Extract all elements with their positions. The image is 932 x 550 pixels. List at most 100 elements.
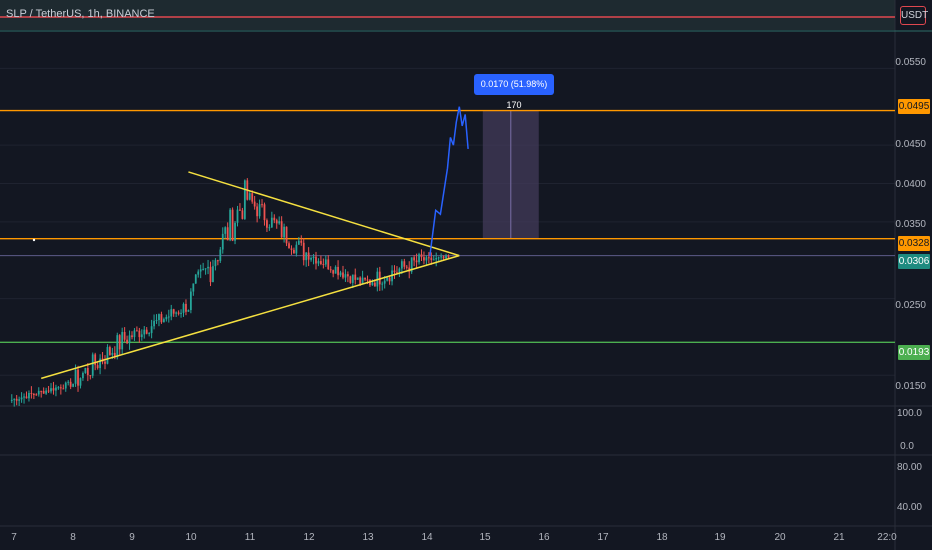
candle [354,274,357,280]
candle [288,243,290,249]
price-tick-0450: 0.0450 [895,139,926,150]
candle [72,383,75,387]
symbol-title: SLP / TetherUS, 1h, BINANCE [6,8,155,20]
candle [440,256,443,258]
candle [91,354,94,376]
candle [405,266,408,268]
candle [199,269,202,272]
candle [37,390,40,395]
candle [413,257,416,261]
candle [194,274,197,284]
candle [418,254,420,263]
time-tick-19: 19 [714,532,726,543]
candle [307,252,310,260]
price-tag-resistance-mid: 0.0328 [898,236,930,251]
candle [403,261,406,267]
candle [145,329,148,334]
candle [258,204,261,217]
candle [229,209,232,241]
candle [28,392,30,399]
candle [231,209,234,241]
candle [138,330,141,338]
candle [192,283,195,292]
candle [113,352,116,358]
candle [349,276,352,283]
candle [79,378,82,386]
time-tick-16: 16 [538,532,550,543]
candle [96,365,99,369]
candle [273,217,276,221]
candle [221,233,224,250]
price-tick-0250: 0.0250 [895,300,926,311]
candle [351,274,354,283]
candle [300,240,303,243]
candle [410,257,413,272]
candle [383,280,386,284]
candle [185,303,187,312]
price-tick-0150: 0.0150 [895,381,926,392]
candle [239,209,241,211]
candle [118,335,121,350]
candle [283,226,286,238]
candle [143,329,146,335]
candle [302,242,305,261]
price-tag-resistance-top: 0.0495 [898,99,930,114]
candle [432,259,435,261]
candle [84,368,87,373]
candle [50,388,52,392]
candle [224,227,227,234]
candle [297,240,300,245]
candle [251,193,254,202]
candle [361,277,364,284]
candle [59,387,62,389]
candle [165,316,168,320]
candle [42,390,45,394]
price-tick-0350: 0.0350 [895,219,926,230]
candle [346,274,349,277]
candle [226,227,229,241]
candle [442,256,445,259]
candle [212,266,214,283]
price-tag-support: 0.0193 [898,345,930,360]
time-tick-9: 9 [129,532,135,543]
candle [57,387,60,389]
candle [162,319,165,323]
header-band [0,0,895,30]
time-tick-8: 8 [70,532,76,543]
candle [158,314,160,321]
candle [256,206,259,217]
candle [396,272,398,274]
candle [435,258,438,260]
time-tick-12: 12 [303,532,315,543]
candle [148,333,151,335]
candle [15,398,18,401]
candle [167,316,170,318]
currency-button[interactable]: USDT [900,6,928,25]
time-tick-15: 15 [479,532,491,543]
candle [189,291,192,311]
candle [445,255,447,259]
candle [20,397,23,400]
candle [77,369,79,386]
candle [177,312,180,314]
candle [13,398,16,400]
candle [30,392,33,395]
candle [305,252,308,261]
candle [268,227,271,229]
candle [23,396,25,398]
candle [175,312,178,314]
candle [207,266,209,269]
candle [334,266,337,274]
time-tick-10: 10 [185,532,197,543]
indicator-tick-40: 40.00 [896,502,922,513]
candle [275,220,278,224]
candle [378,271,381,285]
candle [182,303,185,313]
candle [327,259,330,270]
candle [381,283,384,285]
candle [344,274,347,278]
indicator-tick-100: 100.0 [896,408,922,419]
candle [111,352,114,355]
projection-path [429,106,469,257]
